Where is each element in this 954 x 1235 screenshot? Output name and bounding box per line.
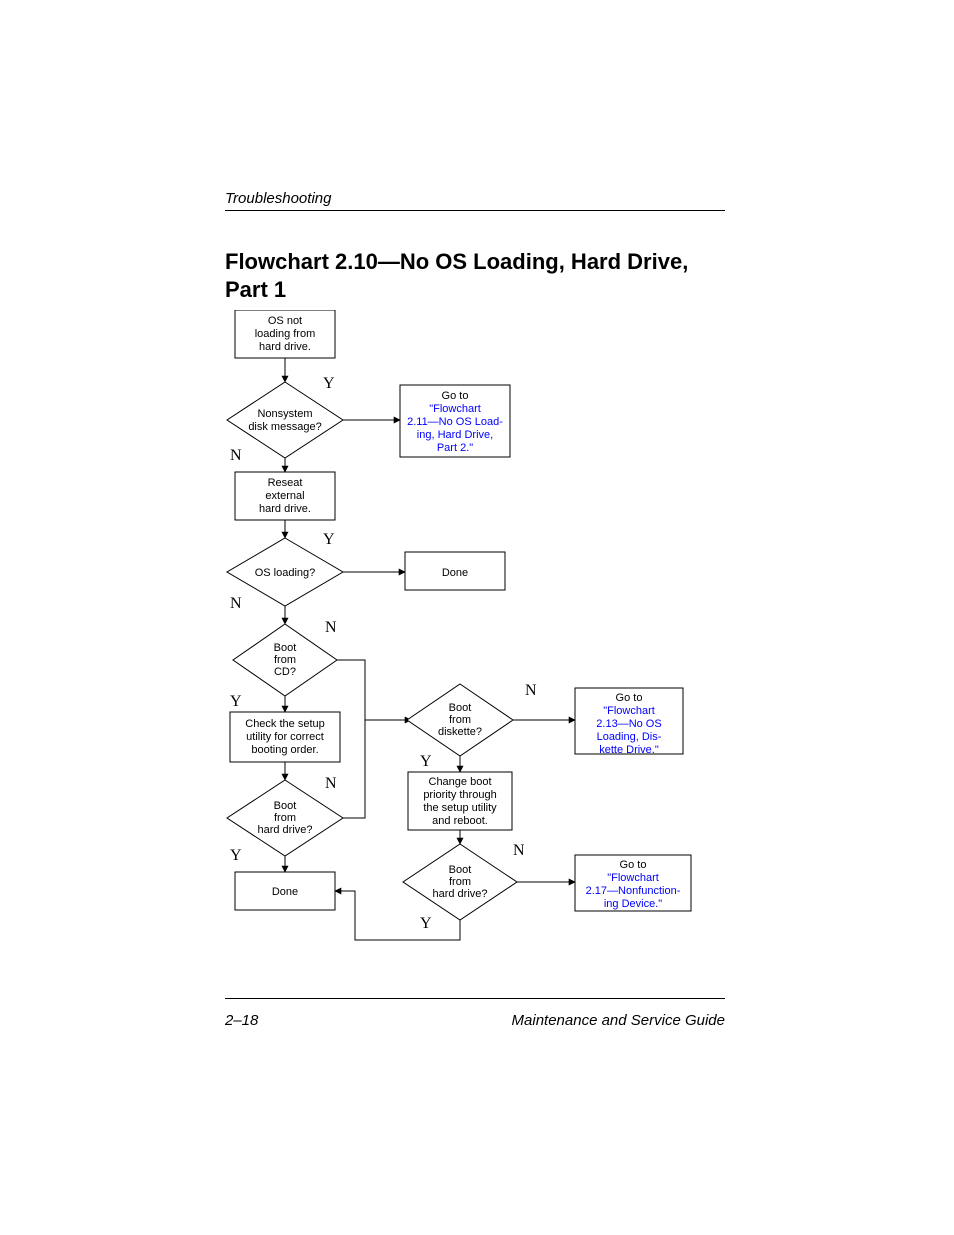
page-title: Flowchart 2.10—No OS Loading, Hard Drive… <box>225 248 725 303</box>
node-change-boot-l1: Change boot <box>429 776 492 788</box>
node-start-l3: hard drive. <box>259 341 311 353</box>
decision-bootcd-l3: CD? <box>274 666 296 678</box>
node-goto-211-pre: Go to <box>442 390 469 402</box>
decision-diskette-l2: from <box>449 714 471 726</box>
node-change-boot-l3: the setup utility <box>423 802 497 814</box>
footer-rule <box>225 998 725 999</box>
decision-bootcd-l2: from <box>274 654 296 666</box>
decision-nonsystem-l1: Nonsystem <box>257 408 312 420</box>
decision-boothd1-l2: from <box>274 812 296 824</box>
label-n: N <box>525 682 537 699</box>
node-goto-211-l1[interactable]: "Flowchart <box>429 403 481 415</box>
node-goto-213-pre: Go to <box>616 692 643 704</box>
decision-bootcd-l1: Boot <box>274 642 297 654</box>
node-goto-213-l1[interactable]: "Flowchart <box>603 705 655 717</box>
decision-boothd2-l3: hard drive? <box>432 888 487 900</box>
decision-osloading-l1: OS loading? <box>255 567 316 579</box>
decision-boothd1-l3: hard drive? <box>257 824 312 836</box>
edge <box>343 720 365 818</box>
decision-nonsystem <box>227 382 343 458</box>
label-n: N <box>230 447 242 464</box>
node-check-setup-l1: Check the setup <box>245 718 325 730</box>
node-goto-217-l3[interactable]: ing Device." <box>604 898 662 910</box>
node-change-boot-l2: priority through <box>423 789 496 801</box>
page-number: 2–18 <box>225 1012 258 1029</box>
node-goto-217-l2[interactable]: 2.17—Nonfunction- <box>586 885 681 897</box>
node-check-setup-l2: utility for correct <box>246 731 324 743</box>
node-goto-213-l2[interactable]: 2.13—No OS <box>596 718 661 730</box>
label-n: N <box>230 595 242 612</box>
node-start-l1: OS not <box>268 315 302 327</box>
node-goto-217-l1[interactable]: "Flowchart <box>607 872 659 884</box>
label-n: N <box>325 775 337 792</box>
label-y: Y <box>420 915 432 932</box>
decision-nonsystem-l2: disk message? <box>248 421 321 433</box>
label-y: Y <box>230 693 242 710</box>
node-done-2-l1: Done <box>272 886 298 898</box>
edge <box>337 660 411 720</box>
node-start-l2: loading from <box>255 328 316 340</box>
section-header: Troubleshooting <box>225 190 331 207</box>
guide-title: Maintenance and Service Guide <box>512 1012 725 1029</box>
decision-boothd2-l1: Boot <box>449 864 472 876</box>
node-reseat-l2: external <box>265 490 304 502</box>
node-reseat-l1: Reseat <box>268 477 303 489</box>
node-goto-217-pre: Go to <box>620 859 647 871</box>
header-rule <box>225 210 725 211</box>
flowchart: OS not loading from hard drive. Nonsyste… <box>225 310 725 950</box>
label-n: N <box>513 842 525 859</box>
node-reseat-l3: hard drive. <box>259 503 311 515</box>
decision-boothd1-l1: Boot <box>274 800 297 812</box>
node-goto-211-l2[interactable]: 2.11—No OS Load- <box>407 416 503 428</box>
node-done-1-l1: Done <box>442 567 468 579</box>
node-goto-211-l4[interactable]: Part 2." <box>437 442 473 454</box>
label-n: N <box>325 619 337 636</box>
node-goto-213-l4[interactable]: kette Drive." <box>599 744 659 756</box>
label-y: Y <box>420 753 432 770</box>
node-goto-211-l3[interactable]: ing, Hard Drive, <box>417 429 493 441</box>
node-goto-213-l3[interactable]: Loading, Dis- <box>597 731 662 743</box>
decision-diskette-l3: diskette? <box>438 726 482 738</box>
decision-diskette-l1: Boot <box>449 702 472 714</box>
decision-boothd2-l2: from <box>449 876 471 888</box>
document-page: Troubleshooting Flowchart 2.10—No OS Loa… <box>0 0 954 1235</box>
label-y: Y <box>323 531 335 548</box>
node-change-boot-l4: and reboot. <box>432 815 488 827</box>
label-y: Y <box>323 375 335 392</box>
node-check-setup-l3: booting order. <box>251 744 318 756</box>
label-y: Y <box>230 847 242 864</box>
